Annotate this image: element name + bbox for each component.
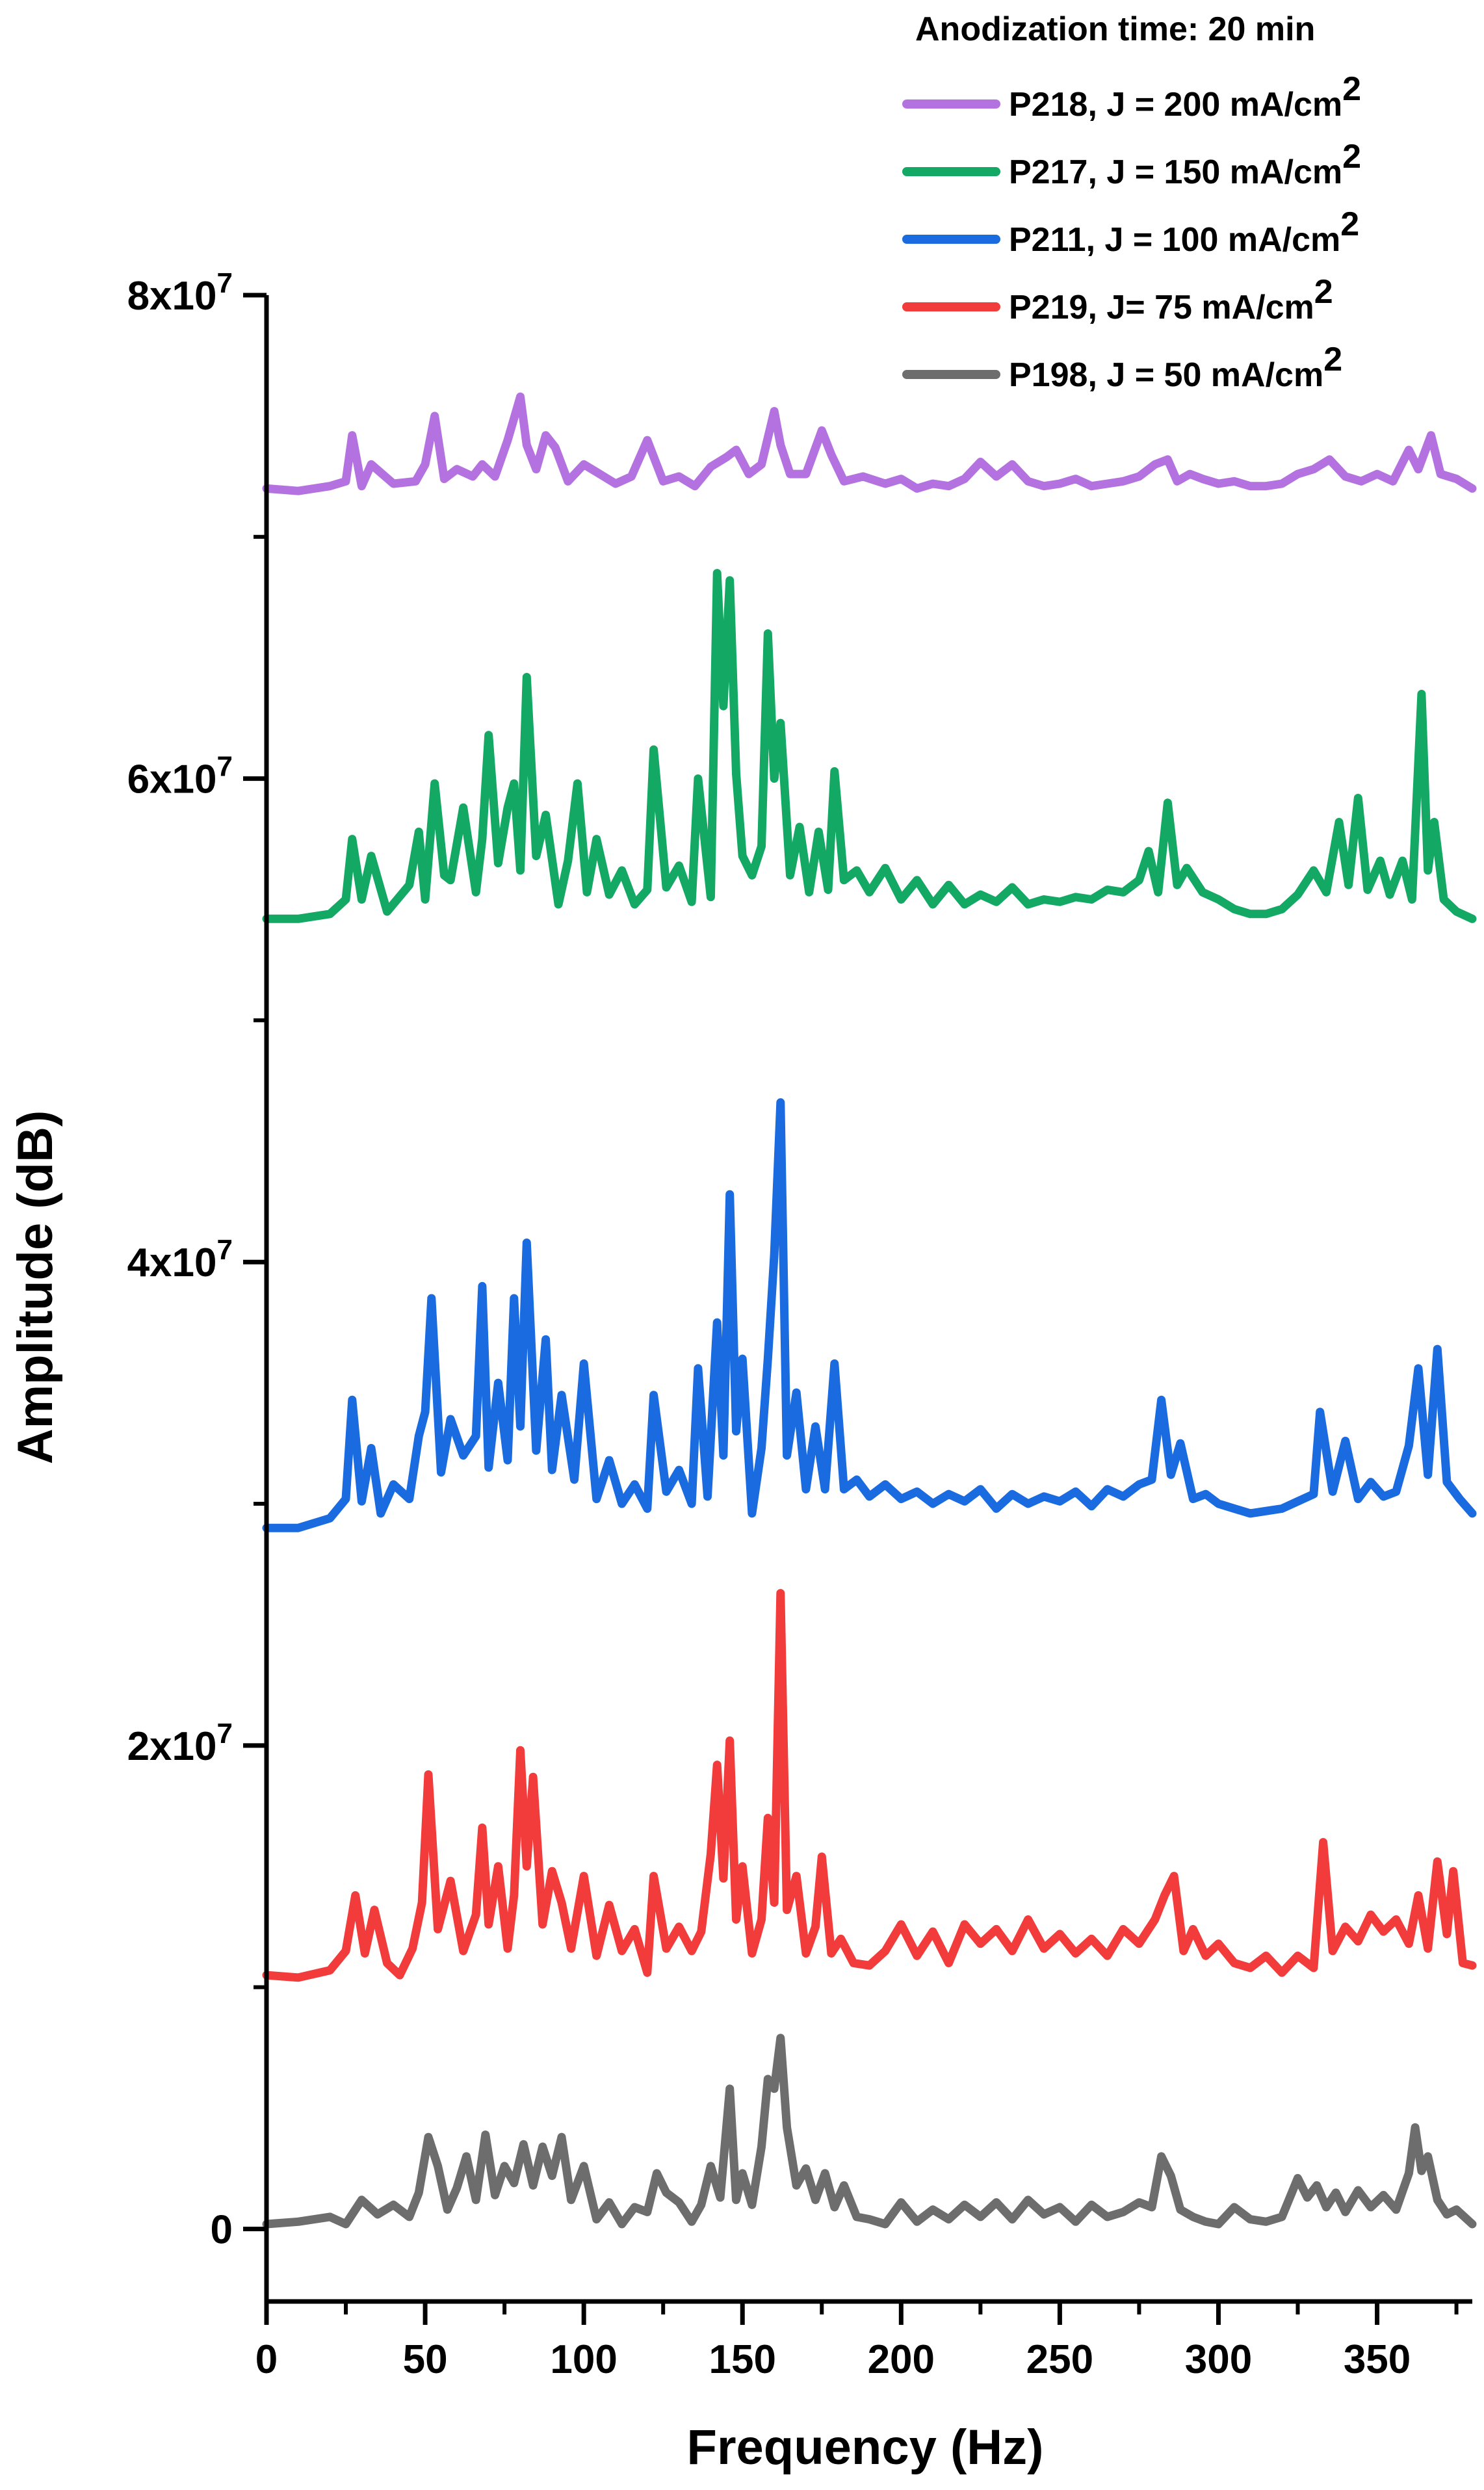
legend: Anodization time: 20 min P218, J = 200 mA…: [902, 10, 1361, 394]
series-line-2: [262, 1098, 1477, 1532]
series-layer: [262, 392, 1477, 2229]
legend-label-superscript: 2: [1342, 70, 1361, 108]
y-tick-exponent: 7: [217, 267, 233, 299]
legend-label-superscript: 2: [1323, 341, 1342, 378]
x-tick-label: 0: [255, 2337, 278, 2382]
y-tick-label: 2x107: [127, 1718, 233, 1769]
legend-title: Anodization time: 20 min: [915, 10, 1315, 48]
y-tick-exponent: 7: [217, 751, 233, 783]
legend-label-2: P211, J = 100 mA/cm2: [1009, 205, 1359, 259]
x-tick-label: 200: [868, 2337, 935, 2382]
legend-label-superscript: 2: [1314, 273, 1333, 311]
axes-layer: 0 50 100 150 200 250 300 350 0 2x107 4x107 6x107 8x1…: [127, 267, 1472, 2382]
series-line-3: [262, 1589, 1477, 1982]
legend-label-1: P217, J = 150 mA/cm2: [1009, 138, 1361, 191]
x-tick-label: 350: [1344, 2337, 1411, 2382]
y-tick-exponent: 7: [217, 1234, 233, 1266]
y-tick-label: 4x107: [127, 1234, 233, 1285]
series-line-4: [262, 2034, 1477, 2229]
legend-label-3: P219, J= 75 mA/cm2: [1009, 273, 1333, 326]
y-tick-exponent: 7: [217, 1718, 233, 1750]
legend-label-4: P198, J = 50 mA/cm2: [1009, 341, 1342, 394]
x-axis-title: Frequency (Hz): [687, 2420, 1044, 2475]
y-tick-label: 0: [211, 2207, 233, 2252]
x-tick-label: 300: [1185, 2337, 1252, 2382]
legend-label-superscript: 2: [1342, 138, 1361, 176]
y-axis-title: Amplitude (dB): [8, 1110, 63, 1465]
series-line-0: [262, 392, 1477, 495]
x-tick-label: 50: [403, 2337, 448, 2382]
legend-label-0: P218, J = 200 mA/cm2: [1009, 70, 1361, 124]
x-tick-label: 100: [550, 2337, 617, 2382]
x-tick-label: 250: [1026, 2337, 1093, 2382]
x-tick-label: 150: [709, 2337, 776, 2382]
y-tick-label: 8x107: [127, 267, 233, 319]
legend-label-superscript: 2: [1340, 205, 1359, 243]
series-line-1: [262, 569, 1477, 923]
y-tick-label: 6x107: [127, 751, 233, 802]
